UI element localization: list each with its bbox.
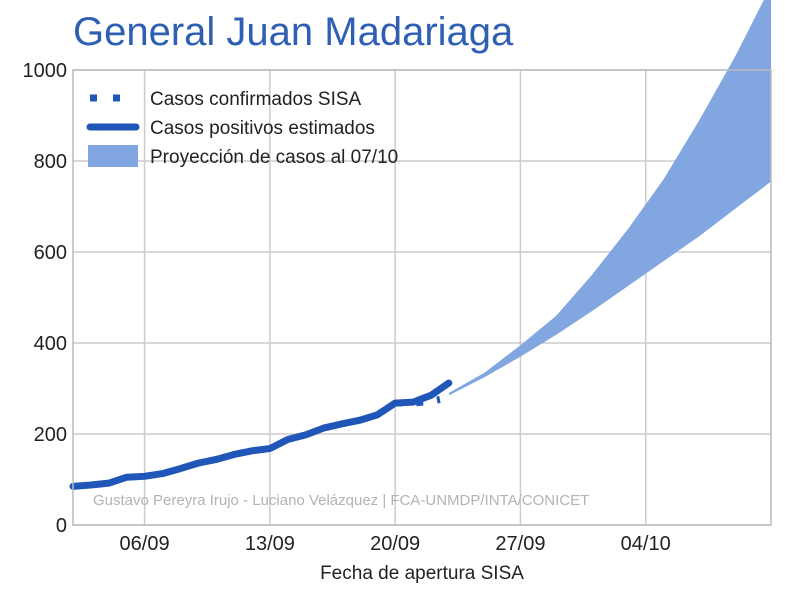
x-tick-label: 06/09 <box>120 533 170 555</box>
legend-label-projection: Proyección de casos al 07/10 <box>150 147 398 168</box>
chart-title: General Juan Madariaga <box>73 10 514 54</box>
y-tick-label: 1000 <box>23 60 68 82</box>
plot-background <box>73 70 771 525</box>
y-tick-label: 400 <box>34 333 67 355</box>
plot-area <box>69 0 772 526</box>
legend-item-estimated: Casos positivos estimados <box>86 118 375 139</box>
y-tick-label: 600 <box>34 242 67 264</box>
estimated-cases-line <box>69 379 453 490</box>
legend-item-projection: Proyección de casos al 07/10 <box>88 145 398 168</box>
estimated-line-layer <box>69 379 453 490</box>
plot-frame <box>72 69 772 526</box>
legend: Casos confirmados SISA Casos positivos e… <box>86 89 398 168</box>
x-tick-label: 20/09 <box>370 533 420 555</box>
x-tick-label: 04/10 <box>621 533 671 555</box>
y-axis-ticks: 0 200 400 600 800 1000 <box>23 60 68 537</box>
x-axis-label: Fecha de apertura SISA <box>320 563 524 584</box>
y-tick-label: 0 <box>56 515 67 537</box>
y-tick-label: 800 <box>34 151 67 173</box>
x-tick-label: 27/09 <box>495 533 545 555</box>
confirmed-dotted-layer <box>395 395 441 407</box>
projection-band <box>448 0 771 396</box>
x-axis-ticks: 06/09 13/09 20/09 27/09 04/10 <box>120 533 671 555</box>
projection-band-layer <box>448 0 771 396</box>
confirmed-cases-line <box>395 395 441 407</box>
legend-swatch-projection <box>88 145 138 167</box>
legend-label-confirmed: Casos confirmados SISA <box>150 89 362 110</box>
grid <box>73 69 771 526</box>
credit-text: Gustavo Pereyra Irujo - Luciano Velázque… <box>93 492 589 509</box>
y-tick-label: 200 <box>34 424 67 446</box>
legend-label-estimated: Casos positivos estimados <box>150 118 375 139</box>
x-tick-label: 13/09 <box>245 533 295 555</box>
legend-item-confirmed: Casos confirmados SISA <box>90 89 362 110</box>
